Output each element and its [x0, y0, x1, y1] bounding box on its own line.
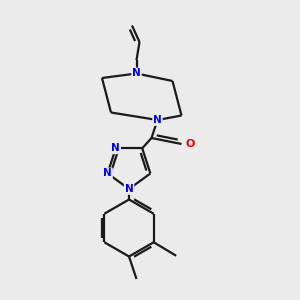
Text: N: N [132, 68, 141, 79]
Text: N: N [111, 143, 120, 153]
Text: N: N [153, 115, 162, 125]
Text: N: N [103, 169, 112, 178]
Text: O: O [185, 139, 195, 149]
Text: N: N [124, 184, 134, 194]
